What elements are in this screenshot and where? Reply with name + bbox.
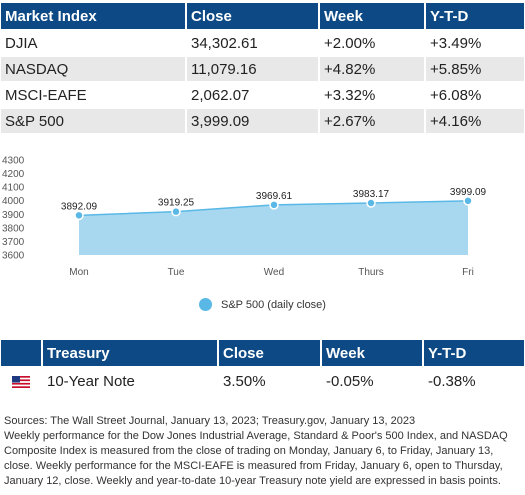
header-close: Close xyxy=(187,3,320,29)
legend-label: S&P 500 (daily close) xyxy=(221,298,326,311)
y-tick-label: 4300 xyxy=(2,156,25,167)
index-ytd: +3.49% xyxy=(426,29,524,55)
flag-cell xyxy=(1,366,43,394)
index-week: +2.67% xyxy=(320,107,426,133)
data-point xyxy=(269,200,279,210)
index-name: NASDAQ xyxy=(1,55,187,81)
x-tick-label: Thurs xyxy=(358,267,384,278)
header-ytd: Y-T-D xyxy=(424,340,524,366)
header-ytd: Y-T-D xyxy=(426,3,524,29)
index-week: +4.82% xyxy=(320,55,426,81)
data-point xyxy=(74,210,84,221)
data-point xyxy=(171,206,181,217)
sources-note: Sources: The Wall Street Journal, Januar… xyxy=(4,414,519,489)
table-row: MSCI-EAFE 2,062.07 +3.32% +6.08% xyxy=(1,81,524,107)
data-label: 3892.09 xyxy=(61,201,98,212)
table-row: 10-Year Note 3.50% -0.05% -0.38% xyxy=(1,366,524,394)
index-ytd: +6.08% xyxy=(426,81,524,107)
y-tick-label: 4000 xyxy=(2,196,25,207)
y-tick-label: 3700 xyxy=(2,237,25,248)
index-close: 3,999.09 xyxy=(187,107,320,133)
index-week: +2.00% xyxy=(320,29,426,55)
methodology-note: Weekly performance for the Dow Jones Ind… xyxy=(4,430,508,487)
us-flag-icon xyxy=(12,375,30,388)
legend-swatch xyxy=(199,298,212,311)
treasury-close: 3.50% xyxy=(219,366,322,394)
treasury-ytd: -0.38% xyxy=(424,366,524,394)
header-market-index: Market Index xyxy=(1,3,187,29)
x-tick-label: Wed xyxy=(264,267,284,278)
treasury-table: Treasury Close Week Y-T-D 10-Year Note 3… xyxy=(1,340,524,394)
treasury-table-header: Treasury Close Week Y-T-D xyxy=(1,340,524,366)
table-row: NASDAQ 11,079.16 +4.82% +5.85% xyxy=(1,55,524,81)
sp500-area-chart: 3600 3700 3800 3900 4000 4100 4200 4300 3892.09 3… xyxy=(2,156,487,279)
index-name: MSCI-EAFE xyxy=(1,81,187,107)
header-week: Week xyxy=(322,340,424,366)
data-label: 3999.09 xyxy=(450,187,487,198)
index-close: 11,079.16 xyxy=(187,55,320,81)
x-tick-label: Fri xyxy=(462,267,474,278)
y-tick-label: 3600 xyxy=(2,251,25,262)
index-name: DJIA xyxy=(1,29,187,55)
header-week: Week xyxy=(320,3,426,29)
x-tick-label: Mon xyxy=(69,267,88,278)
header-treasury: Treasury xyxy=(43,340,219,366)
y-tick-label: 3800 xyxy=(2,223,25,234)
data-label: 3969.61 xyxy=(256,191,293,202)
treasury-name: 10-Year Note xyxy=(43,366,219,394)
market-table-header: Market Index Close Week Y-T-D xyxy=(1,3,524,29)
index-name: S&P 500 xyxy=(1,107,187,133)
market-index-table: Market Index Close Week Y-T-D DJIA 34,30… xyxy=(1,3,524,133)
index-ytd: +4.16% xyxy=(426,107,524,133)
sources-line: Sources: The Wall Street Journal, Januar… xyxy=(4,415,416,427)
y-tick-label: 4200 xyxy=(2,169,25,180)
y-tick-label: 4100 xyxy=(2,183,25,194)
data-label: 3983.17 xyxy=(353,189,390,200)
index-close: 2,062.07 xyxy=(187,81,320,107)
header-close: Close xyxy=(219,340,322,366)
table-row: DJIA 34,302.61 +2.00% +3.49% xyxy=(1,29,524,55)
data-label: 3919.25 xyxy=(158,198,195,209)
y-tick-label: 3900 xyxy=(2,210,25,221)
index-ytd: +5.85% xyxy=(426,55,524,81)
index-week: +3.32% xyxy=(320,81,426,107)
x-tick-label: Tue xyxy=(168,267,185,278)
table-row: S&P 500 3,999.09 +2.67% +4.16% xyxy=(1,107,524,133)
chart-legend: S&P 500 (daily close) xyxy=(199,298,326,311)
treasury-week: -0.05% xyxy=(322,366,424,394)
data-point xyxy=(463,196,473,206)
header-flag-spacer xyxy=(1,340,43,366)
index-close: 34,302.61 xyxy=(187,29,320,55)
data-point xyxy=(366,198,376,208)
